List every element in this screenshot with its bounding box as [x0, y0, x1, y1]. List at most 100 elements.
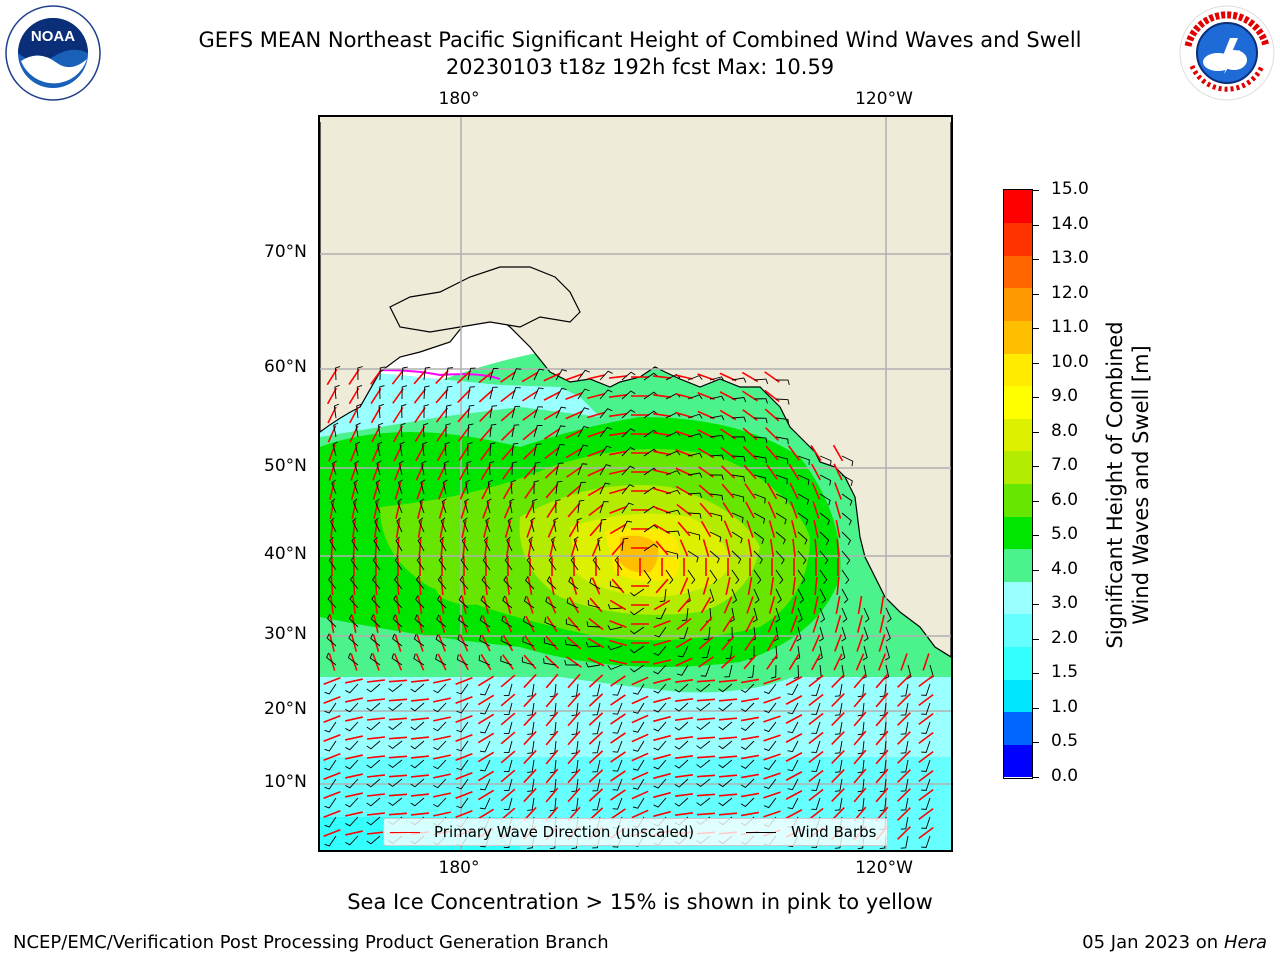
- wave-direction-arrow: [374, 576, 378, 596]
- wave-direction-arrow: [523, 673, 537, 689]
- wave-direction-arrow: [696, 755, 716, 759]
- wave-direction-arrow: [588, 617, 604, 631]
- wave-direction-arrow: [350, 482, 358, 500]
- wave-direction-arrow: [653, 772, 671, 780]
- wind-barb: [354, 460, 360, 476]
- colorbar-tick-label: 11.0: [1051, 317, 1089, 338]
- wave-direction-arrow: [587, 411, 605, 419]
- wave-direction-arrow: [792, 538, 796, 558]
- wind-barb: [674, 683, 689, 693]
- wind-barb: [687, 492, 703, 498]
- wind-barb: [775, 493, 788, 505]
- wind-barb: [841, 512, 852, 526]
- wind-barb: [462, 517, 469, 533]
- wave-direction-arrow: [501, 445, 515, 461]
- wind-barb: [653, 645, 667, 656]
- wind-barb: [571, 797, 579, 812]
- wave-direction-arrow: [345, 811, 363, 817]
- wind-barb: [701, 645, 711, 659]
- wind-barb: [797, 493, 809, 505]
- wave-direction-arrow: [808, 788, 824, 802]
- wind-barb: [345, 759, 359, 770]
- wave-direction-arrow: [789, 482, 799, 500]
- wave-direction-arrow: [696, 812, 716, 816]
- wind-barb: [819, 569, 828, 585]
- wave-direction-arrow: [477, 770, 495, 782]
- wave-direction-arrow: [587, 467, 605, 477]
- wave-direction-arrow: [391, 369, 405, 385]
- wind-barb: [456, 721, 469, 733]
- wave-direction-arrow: [743, 654, 757, 670]
- wind-barb: [331, 479, 337, 495]
- wind-barb: [731, 455, 746, 462]
- wind-barb: [352, 498, 359, 514]
- colorbar-tick-label: 9.0: [1051, 386, 1079, 407]
- wave-direction-arrow: [549, 539, 555, 557]
- wind-barb: [763, 702, 777, 714]
- wind-barb: [819, 512, 831, 526]
- wave-direction-arrow: [835, 520, 841, 538]
- wave-direction-arrow: [545, 768, 559, 784]
- wave-direction-arrow: [543, 391, 561, 401]
- wind-barb: [410, 797, 425, 807]
- wave-direction-arrow: [527, 538, 533, 558]
- wind-barb: [632, 721, 645, 733]
- wind-barb: [410, 702, 425, 712]
- wind-barb: [324, 797, 337, 809]
- wave-direction-arrow: [763, 772, 781, 780]
- wind-barb: [834, 683, 843, 697]
- wind-barb: [388, 759, 403, 769]
- wind-barb: [332, 441, 338, 457]
- wind-barb: [324, 816, 337, 828]
- wave-direction-arrow: [718, 812, 738, 816]
- wind-barb: [729, 607, 735, 623]
- colorbar-tick-label: 7.0: [1051, 455, 1079, 476]
- wave-direction-arrow: [742, 409, 758, 421]
- wave-direction-arrow: [785, 752, 803, 762]
- colorbar-segment: [1004, 613, 1032, 648]
- wind-barb: [415, 594, 425, 609]
- wave-direction-arrow: [395, 615, 401, 633]
- wind-barb: [592, 797, 601, 811]
- wave-direction-arrow: [372, 482, 380, 500]
- wind-barb: [350, 555, 359, 571]
- wind-barb: [366, 835, 381, 845]
- wave-direction-arrow: [388, 679, 408, 683]
- wave-direction-arrow: [897, 788, 911, 802]
- wind-barb: [696, 797, 711, 807]
- wave-direction-arrow: [853, 749, 867, 765]
- wave-direction-arrow: [653, 599, 671, 611]
- wave-direction-arrow: [788, 463, 800, 481]
- colorbar-tick-label: 2.0: [1051, 627, 1079, 648]
- wind-barb: [577, 388, 590, 400]
- wind-barb: [527, 683, 535, 697]
- wind-barb: [345, 778, 359, 789]
- footer-right: 05 Jan 2023 on Hera: [1082, 932, 1267, 953]
- wind-barb: [597, 536, 603, 552]
- wind-barb: [681, 607, 689, 622]
- wind-barb: [696, 702, 711, 712]
- wave-direction-arrow: [589, 521, 603, 537]
- wind-barb: [533, 387, 544, 400]
- wave-direction-arrow: [395, 595, 401, 615]
- colorbar-segment: [1004, 190, 1032, 224]
- wind-barb: [345, 797, 359, 808]
- wave-direction-arrow: [742, 446, 758, 460]
- wave-direction-arrow: [523, 464, 537, 480]
- noaa-logo: NOAA: [5, 5, 101, 101]
- wind-barb: [665, 569, 674, 585]
- wind-barb: [841, 455, 854, 467]
- wind-barb: [621, 484, 635, 495]
- wave-direction-arrow: [545, 692, 559, 708]
- wave-direction-arrow: [477, 808, 495, 820]
- wave-direction-arrow: [833, 653, 843, 671]
- wind-barb: [388, 797, 403, 807]
- wind-barb: [334, 366, 341, 381]
- wind-barb: [436, 614, 447, 628]
- wave-direction-arrow: [679, 577, 689, 595]
- wave-direction-arrow: [767, 615, 777, 633]
- wind-barb: [653, 778, 667, 789]
- colorbar-tick-label: 10.0: [1051, 351, 1089, 372]
- wind-barb: [555, 406, 567, 419]
- wave-direction-arrow: [698, 484, 714, 498]
